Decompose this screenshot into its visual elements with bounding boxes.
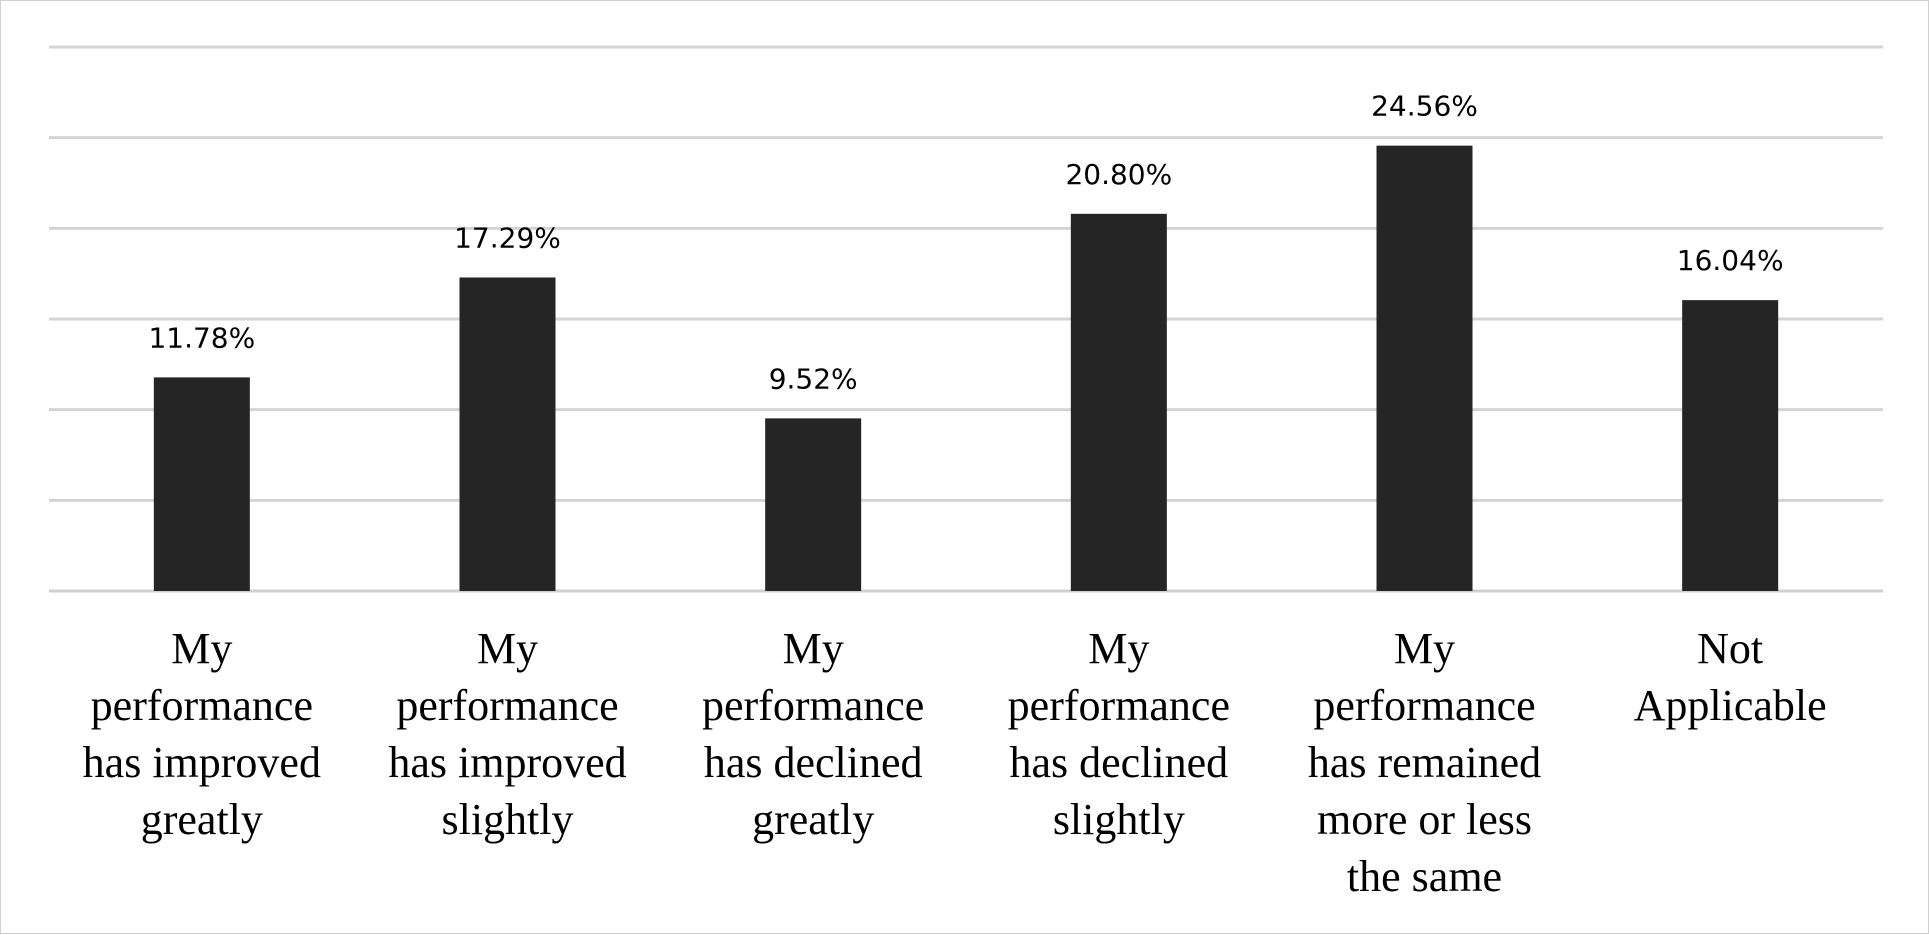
category-label-line: performance bbox=[1313, 681, 1535, 730]
category-label-line: greatly bbox=[141, 795, 263, 844]
category-label-line: has improved bbox=[83, 738, 321, 787]
bar-1 bbox=[153, 377, 250, 591]
category-labels: My performance has improved greatly My perfor… bbox=[83, 624, 1827, 901]
category-label-line: greatly bbox=[752, 795, 874, 844]
category-label-line: has declined bbox=[1009, 738, 1228, 787]
bar-3 bbox=[765, 418, 862, 591]
category-label-line: slightly bbox=[441, 795, 573, 844]
bar-4 bbox=[1070, 213, 1167, 591]
category-label-line: My bbox=[1088, 624, 1149, 673]
category-label-line: Not bbox=[1697, 624, 1763, 673]
category-label-line: the same bbox=[1347, 852, 1502, 901]
data-label-1: 11.78% bbox=[148, 321, 255, 354]
gridlines bbox=[49, 45, 1883, 593]
data-label-3: 9.52% bbox=[769, 362, 858, 395]
category-label-line: more or less bbox=[1317, 795, 1532, 844]
bar-6 bbox=[1682, 300, 1779, 591]
category-label-6: Not Applicable bbox=[1634, 624, 1827, 730]
category-label-line: performance bbox=[396, 681, 618, 730]
category-label-3: My performance has declined greatly bbox=[702, 624, 924, 844]
category-label-line: slightly bbox=[1053, 795, 1185, 844]
category-label-line: My bbox=[171, 624, 232, 673]
data-label-5: 24.56% bbox=[1371, 90, 1478, 123]
data-labels: 11.78% 17.29% 9.52% 20.80% 24.56% 16.04% bbox=[148, 90, 1783, 396]
category-label-line: performance bbox=[702, 681, 924, 730]
category-label-2: My performance has improved slightly bbox=[388, 624, 626, 844]
bar-2 bbox=[459, 277, 556, 591]
category-label-line: My bbox=[783, 624, 844, 673]
bar-5 bbox=[1376, 145, 1473, 592]
category-label-line: performance bbox=[1008, 681, 1230, 730]
data-label-6: 16.04% bbox=[1677, 244, 1784, 277]
category-label-line: has remained bbox=[1308, 738, 1541, 787]
bars bbox=[153, 145, 1779, 592]
category-label-line: has improved bbox=[388, 738, 626, 787]
category-label-line: performance bbox=[91, 681, 313, 730]
category-label-4: My performance has declined slightly bbox=[1008, 624, 1230, 844]
category-label-1: My performance has improved greatly bbox=[83, 624, 321, 844]
category-label-line: My bbox=[477, 624, 538, 673]
data-label-2: 17.29% bbox=[454, 221, 561, 254]
category-label-line: My bbox=[1394, 624, 1455, 673]
category-label-5: My performance has remained more or less the… bbox=[1308, 624, 1541, 901]
category-label-line: Applicable bbox=[1634, 681, 1827, 730]
data-label-4: 20.80% bbox=[1065, 158, 1172, 191]
category-label-line: has declined bbox=[704, 738, 923, 787]
